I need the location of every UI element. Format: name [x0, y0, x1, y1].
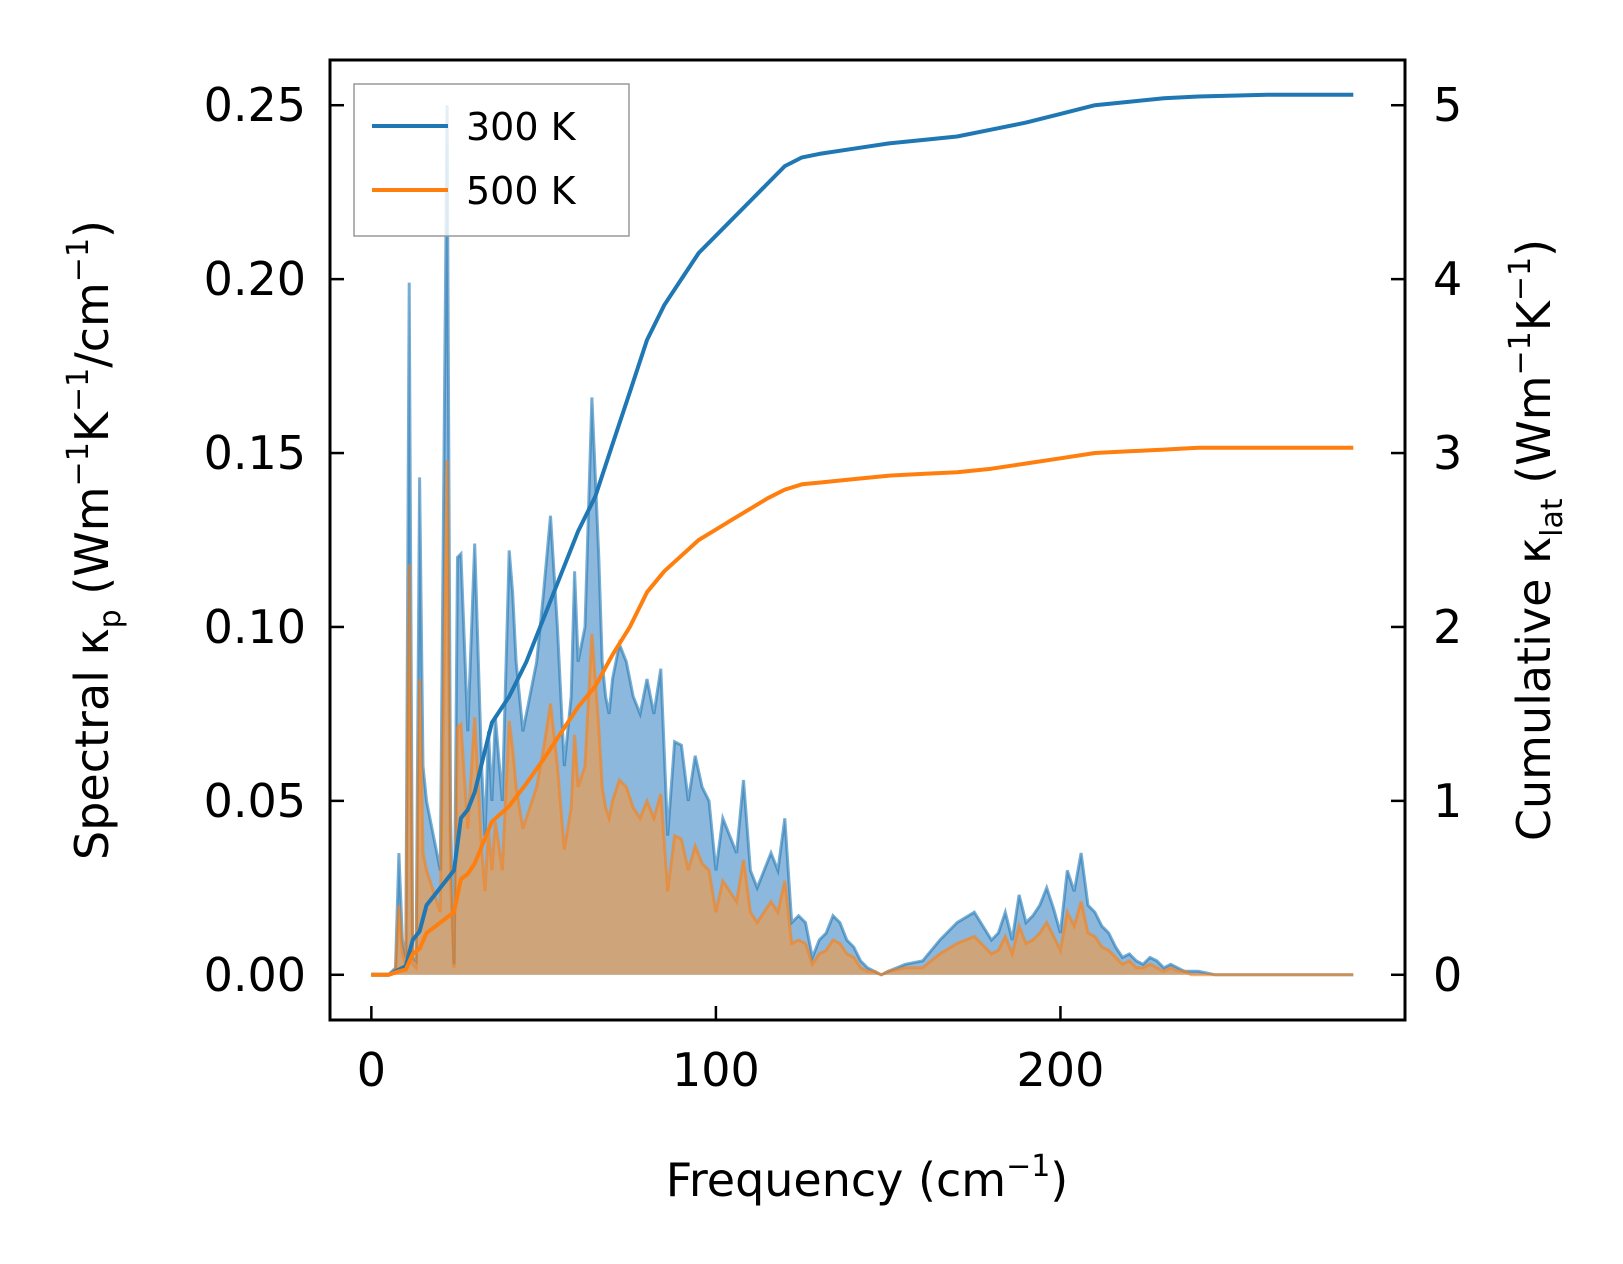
- legend: 300 K 500 K: [353, 83, 630, 237]
- left-y-tick-label: 0.00: [204, 948, 306, 1002]
- right-y-tick-label: 0: [1433, 948, 1462, 1002]
- plot-frame: [328, 58, 1407, 1022]
- right-y-axis-label: Cumulative κlat (Wm−1K−1): [1503, 239, 1570, 841]
- right-y-tick-label: 3: [1433, 426, 1462, 480]
- spectral-fill-layer: [371, 105, 1354, 975]
- x-tick-label: 0: [357, 1043, 386, 1097]
- right-y-tick-label: 2: [1433, 600, 1462, 654]
- left-y-tick-label: 0.20: [204, 252, 306, 306]
- left-y-tick-label: 0.25: [204, 78, 306, 132]
- x-tick-label: 100: [672, 1043, 760, 1097]
- right-y-tick-label: 4: [1433, 252, 1462, 306]
- right-y-tick-label: 1: [1433, 774, 1462, 828]
- legend-box: [353, 83, 630, 237]
- left-y-axis-label: Spectral κp (Wm−1K−1/cm−1): [61, 220, 128, 860]
- spectral-line-500k: [371, 459, 1354, 977]
- cumulative-line-300k: [371, 92, 1354, 977]
- right-y-axis-ticks: 0 1 2 3 4 5: [1391, 78, 1462, 1002]
- x-tick-label: 200: [1017, 1043, 1105, 1097]
- left-y-tick-label: 0.10: [204, 600, 306, 654]
- left-y-tick-label: 0.15: [204, 426, 306, 480]
- left-y-axis-ticks: 0.00 0.05 0.10 0.15 0.20 0.25: [204, 78, 344, 1002]
- x-axis-ticks: 0 100 200: [357, 1006, 1105, 1097]
- cumulative-line-layer: [371, 92, 1354, 977]
- legend-label-300k: 300 K: [466, 105, 577, 149]
- cumulative-line-500k: [371, 445, 1354, 977]
- spectral-line-300k: [371, 105, 1354, 977]
- left-y-tick-label: 0.05: [204, 774, 306, 828]
- spectral-line-layer: [371, 105, 1354, 977]
- spectral-area-500k: [371, 460, 1354, 975]
- legend-label-500k: 500 K: [466, 169, 577, 213]
- x-axis-label: Frequency (cm−1): [666, 1149, 1069, 1207]
- spectral-area-300k: [371, 105, 1354, 975]
- right-y-tick-label: 5: [1433, 78, 1462, 132]
